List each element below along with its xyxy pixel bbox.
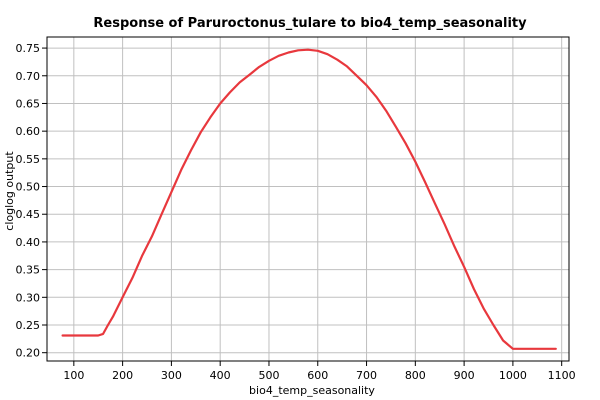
x-tick-label: 900 [454, 369, 475, 382]
y-tick-label: 0.35 [16, 264, 41, 277]
grid-lines [47, 37, 569, 361]
plot-frame [46, 36, 570, 362]
y-tick-label: 0.20 [16, 347, 41, 360]
y-tick-label: 0.45 [16, 208, 41, 221]
x-tick-label: 300 [161, 369, 182, 382]
series-layer [61, 48, 557, 350]
y-tick-label: 0.40 [16, 236, 41, 249]
response-curve [61, 48, 557, 350]
x-tick-label: 1100 [548, 369, 576, 382]
chart-title: Response of Paruroctonus_tulare to bio4_… [93, 16, 527, 31]
x-tick-label: 400 [210, 369, 231, 382]
y-tick-label: 0.50 [16, 181, 41, 194]
x-axis-label: bio4_temp_seasonality [249, 384, 375, 397]
y-tick-label: 0.65 [16, 97, 41, 110]
y-tick-label: 0.25 [16, 319, 41, 332]
x-tick-label: 700 [356, 369, 377, 382]
y-tick-label: 0.30 [16, 291, 41, 304]
x-tick-label: 100 [63, 369, 84, 382]
y-tick-label: 0.60 [16, 125, 41, 138]
y-tick-label: 0.75 [16, 42, 41, 55]
y-tick-label: 0.70 [16, 70, 41, 83]
x-tick-label: 500 [258, 369, 279, 382]
x-tick-label: 800 [405, 369, 426, 382]
y-tick-label: 0.55 [16, 153, 41, 166]
x-tick-label: 1000 [499, 369, 527, 382]
y-axis-label: cloglog output [3, 151, 16, 231]
axes: 100 200 300 400 500 600 700 800 900 1000 1100 0.20 0… [16, 36, 576, 382]
x-tick-label: 600 [307, 369, 328, 382]
x-tick-label: 200 [112, 369, 133, 382]
